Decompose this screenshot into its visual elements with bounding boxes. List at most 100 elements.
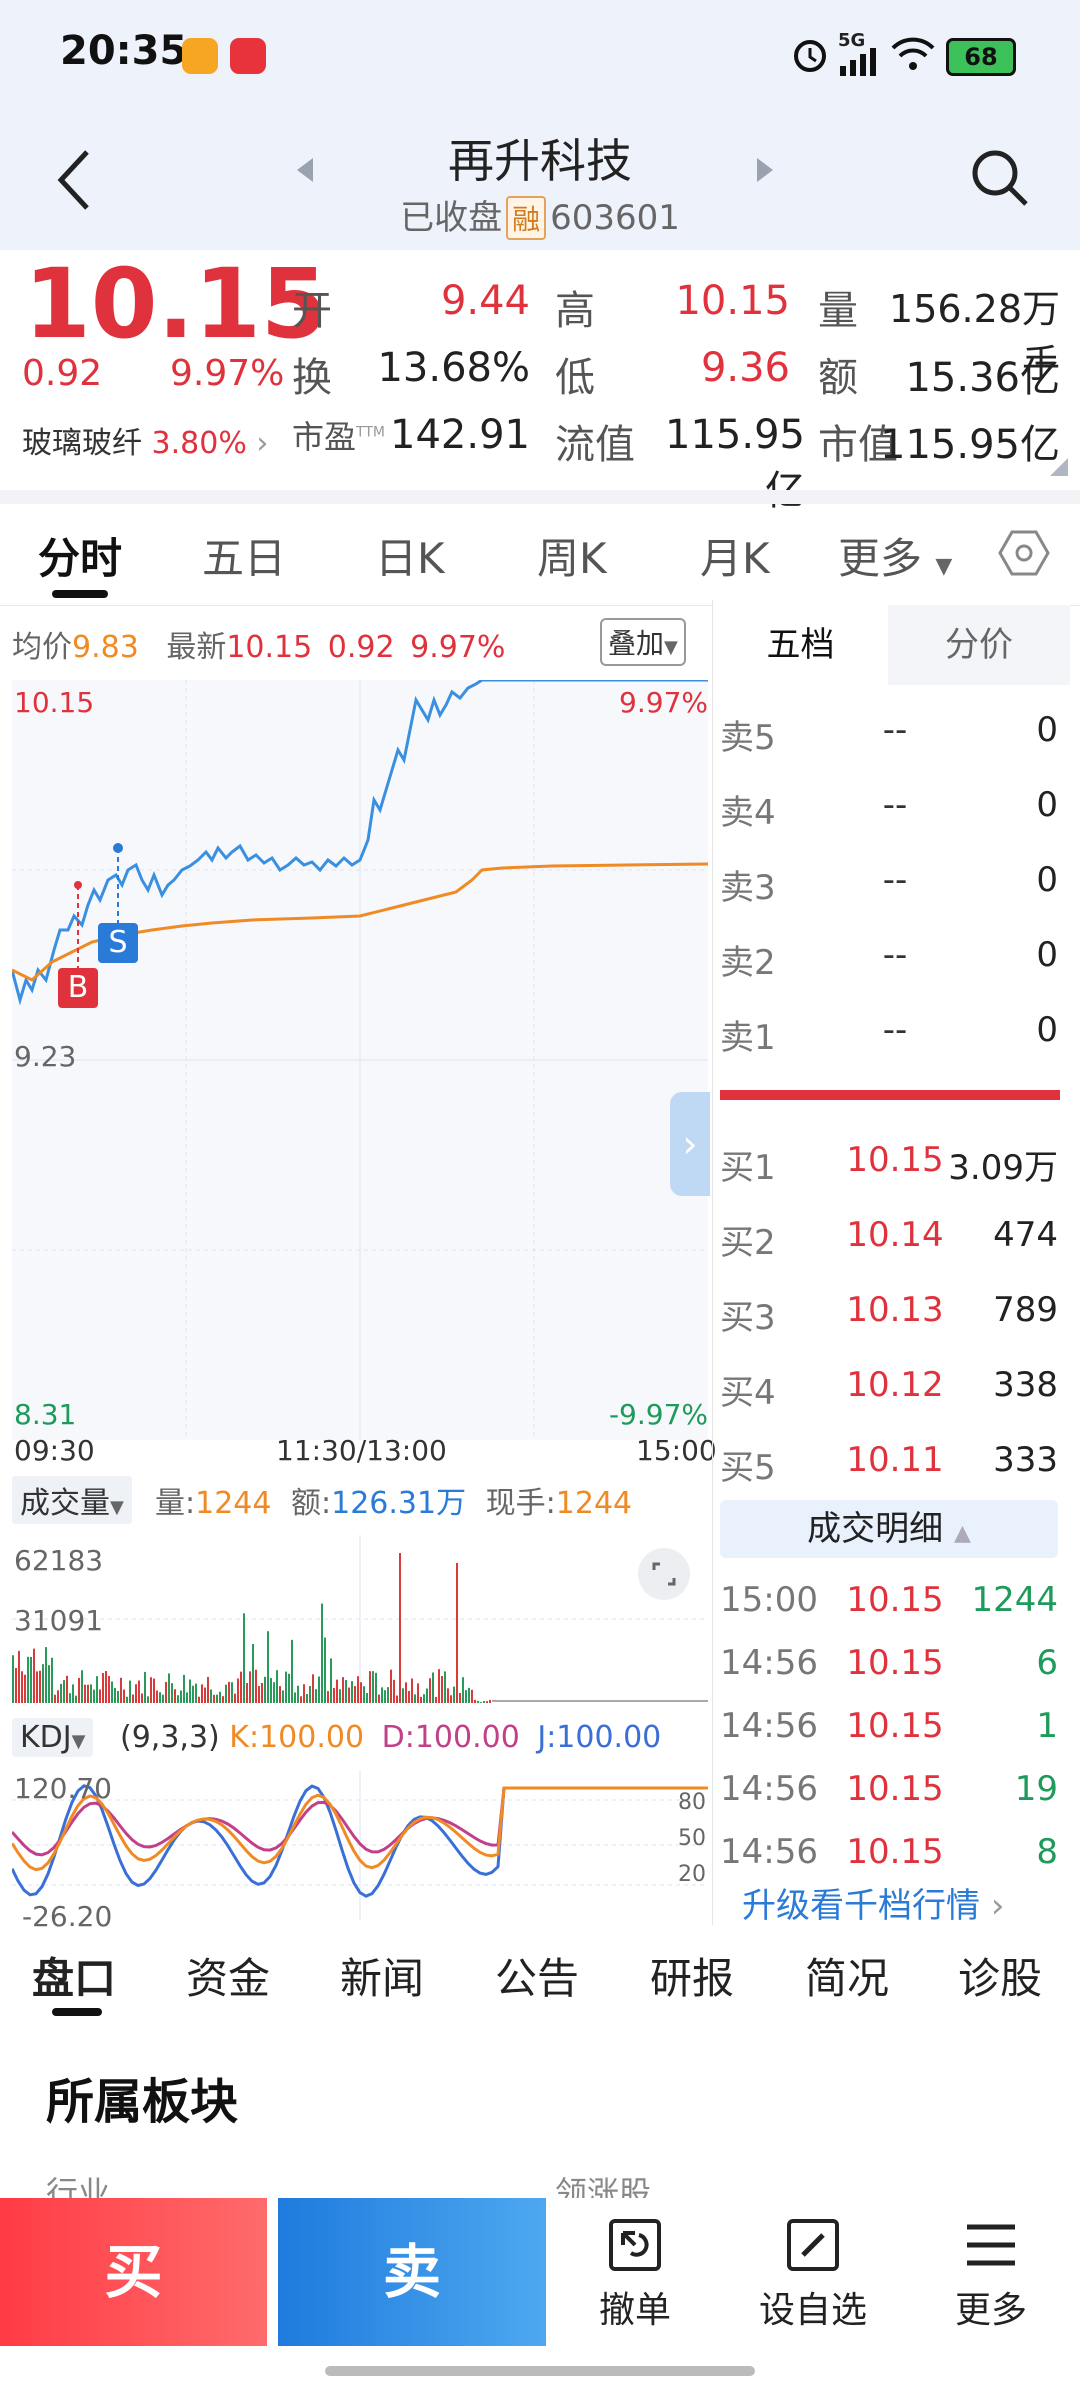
stock-code: 603601 — [550, 198, 680, 238]
overlay-label: 叠加 — [608, 627, 665, 660]
volume-bar — [183, 1674, 185, 1703]
bid-label: 买3 — [720, 1298, 776, 1338]
volume-bar — [126, 1696, 128, 1703]
tab-monthly-k[interactable]: 月K — [700, 534, 770, 583]
more-button[interactable]: 更多 — [906, 2215, 1076, 2333]
trade-label: 15:00 — [720, 1580, 818, 1620]
high-label: 高 — [555, 288, 595, 334]
volume-bar — [318, 1676, 320, 1703]
more-label: 更多 — [954, 2290, 1027, 2331]
back-icon[interactable] — [55, 148, 95, 212]
volume-bar — [372, 1671, 374, 1703]
volume-bar — [15, 1668, 17, 1703]
volume-bar — [426, 1688, 428, 1703]
volume-bar — [240, 1671, 242, 1703]
chevron-right-icon: › — [256, 426, 269, 461]
market-cap-value: 115.95亿 — [880, 422, 1060, 468]
tab-daily-k[interactable]: 日K — [375, 534, 445, 583]
volume-bar — [123, 1689, 125, 1703]
tab-orderbook[interactable]: 盘口 — [32, 1954, 117, 2003]
sell-marker[interactable]: S — [98, 923, 138, 963]
tab-more[interactable]: 更多 ▼ — [838, 525, 952, 586]
battery-icon: 68 — [946, 38, 1016, 76]
volume-bar — [90, 1684, 92, 1703]
volume-bar — [441, 1675, 443, 1703]
volume-chart — [12, 1535, 708, 1703]
volume-bar — [309, 1686, 311, 1703]
expand-corner-icon[interactable] — [1050, 458, 1068, 476]
volume-bar — [363, 1686, 365, 1703]
volume-bar — [219, 1691, 221, 1703]
add-watchlist-button[interactable]: 设自选 — [728, 2215, 898, 2333]
volume-bar — [315, 1689, 317, 1703]
volume-selector-label: 成交量 — [20, 1486, 110, 1521]
pct-axis-top: 9.97% — [619, 686, 708, 719]
ask-qty: 0 — [1036, 710, 1058, 750]
tab-weekly-k[interactable]: 周K — [537, 534, 607, 583]
buy-button[interactable]: 买 — [0, 2198, 267, 2346]
trade-price: 10.15 — [846, 1580, 944, 1620]
volume-bar — [261, 1682, 263, 1703]
kdj-chart — [12, 1770, 708, 1920]
volume-bar — [129, 1680, 131, 1703]
volume-selector[interactable]: 成交量▼ — [12, 1476, 132, 1524]
quote-panel — [0, 250, 1080, 490]
tab-five-level[interactable]: 五档 — [713, 605, 888, 685]
volume-bar — [453, 1686, 455, 1703]
volume-bar — [243, 1613, 245, 1703]
volume-bar — [474, 1699, 476, 1703]
tab-price-dist[interactable]: 分价 — [888, 605, 1070, 685]
tab-intraday[interactable]: 分时 — [38, 534, 123, 583]
volume-bar — [456, 1563, 458, 1703]
caret-down-icon: ▼ — [71, 1731, 86, 1752]
volume-bar — [387, 1687, 389, 1703]
vol-now-label: 现手: — [485, 1486, 556, 1521]
volume-bar — [252, 1643, 254, 1703]
upgrade-link[interactable]: 升级看千档行情 › — [742, 1878, 1004, 1927]
kdj-selector[interactable]: KDJ▼ — [12, 1718, 94, 1757]
search-icon[interactable] — [968, 146, 1032, 210]
settings-hexagon-icon[interactable] — [998, 528, 1050, 578]
fullscreen-button[interactable] — [638, 1548, 690, 1600]
tab-profile[interactable]: 简况 — [805, 1954, 890, 2003]
volume-bar — [174, 1689, 176, 1703]
volume-bar — [255, 1669, 257, 1703]
tab-news[interactable]: 新闻 — [340, 1954, 425, 2003]
volume-bar — [459, 1692, 461, 1703]
volume-value: 156.28万手 — [889, 287, 1060, 386]
volume-bar — [81, 1670, 83, 1703]
prev-stock-icon[interactable] — [295, 156, 315, 184]
cancel-order-button[interactable]: 撤单 — [550, 2215, 720, 2333]
ask-qty: 0 — [1036, 785, 1058, 825]
tab-funds[interactable]: 资金 — [186, 1954, 271, 2003]
sell-button[interactable]: 卖 — [278, 2198, 546, 2346]
tab-five-day[interactable]: 五日 — [202, 534, 287, 583]
fullscreen-icon — [652, 1562, 676, 1586]
tab-research[interactable]: 研报 — [650, 1954, 735, 2003]
volume-bar — [249, 1671, 251, 1703]
volume-bar — [87, 1684, 89, 1703]
latest-label: 最新 — [166, 630, 227, 665]
sector-info[interactable]: 玻璃玻纤 3.80% › — [22, 418, 268, 462]
volume-bar — [138, 1680, 140, 1703]
trade-detail-header[interactable]: 成交明细 ▲ — [720, 1500, 1058, 1558]
volume-bar — [222, 1696, 224, 1703]
open-value: 9.44 — [440, 278, 530, 324]
volume-bar — [102, 1672, 104, 1703]
tab-diagnosis[interactable]: 诊股 — [958, 1954, 1043, 2003]
volume-bar — [279, 1686, 281, 1703]
volume-bar — [204, 1687, 206, 1703]
tab-announcements[interactable]: 公告 — [495, 1954, 580, 2003]
trade-qty: 6 — [1036, 1643, 1058, 1683]
expand-panel-handle[interactable]: › — [670, 1092, 710, 1196]
home-indicator[interactable] — [325, 2366, 755, 2376]
overlay-button[interactable]: 叠加▼ — [600, 618, 686, 666]
trade-label: 14:56 — [720, 1643, 818, 1683]
divider — [0, 490, 1080, 504]
volume-bar — [120, 1677, 122, 1703]
buy-marker[interactable]: B — [58, 968, 98, 1008]
kdj-k: K:100.00 — [229, 1720, 365, 1755]
next-stock-icon[interactable] — [755, 156, 775, 184]
volume-bar — [195, 1683, 197, 1703]
volume-bar — [165, 1681, 167, 1703]
